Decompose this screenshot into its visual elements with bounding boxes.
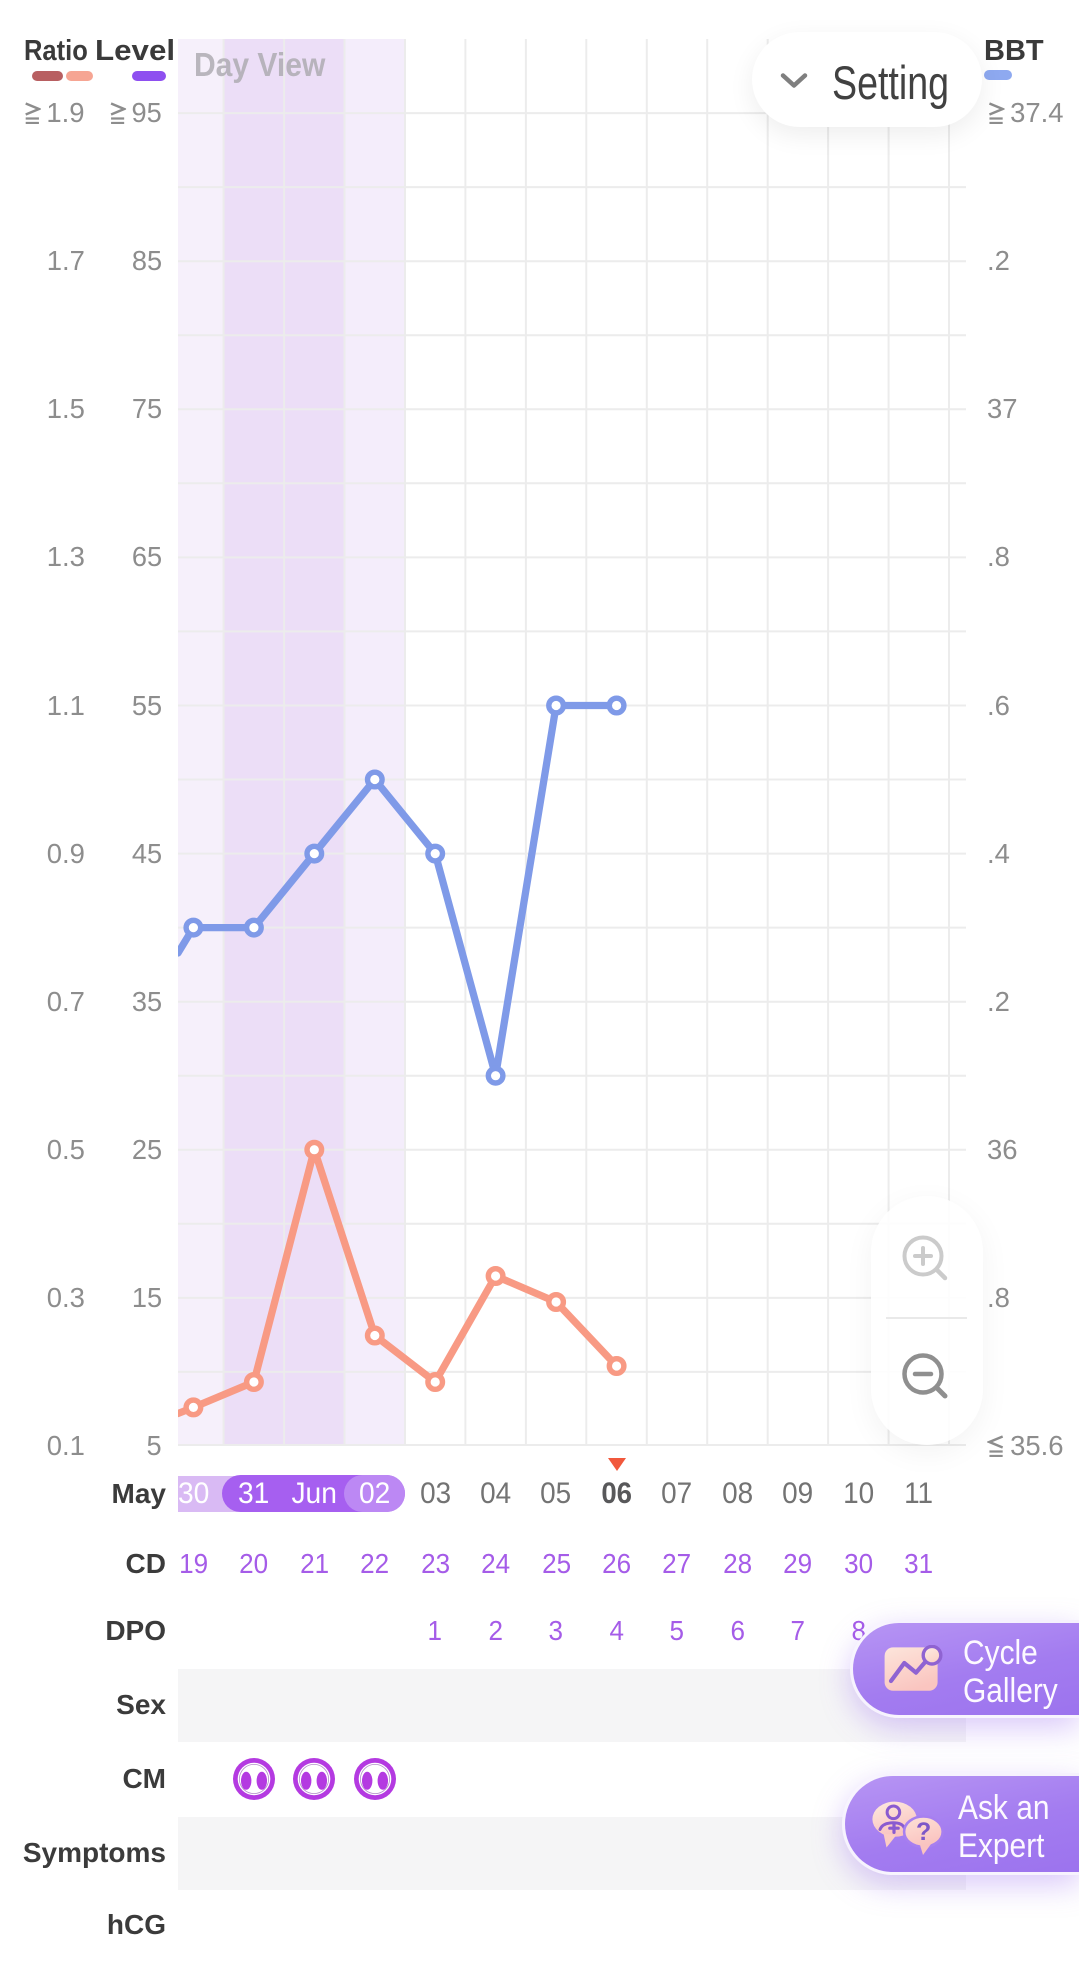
svg-text:?: ? [916,1818,931,1846]
